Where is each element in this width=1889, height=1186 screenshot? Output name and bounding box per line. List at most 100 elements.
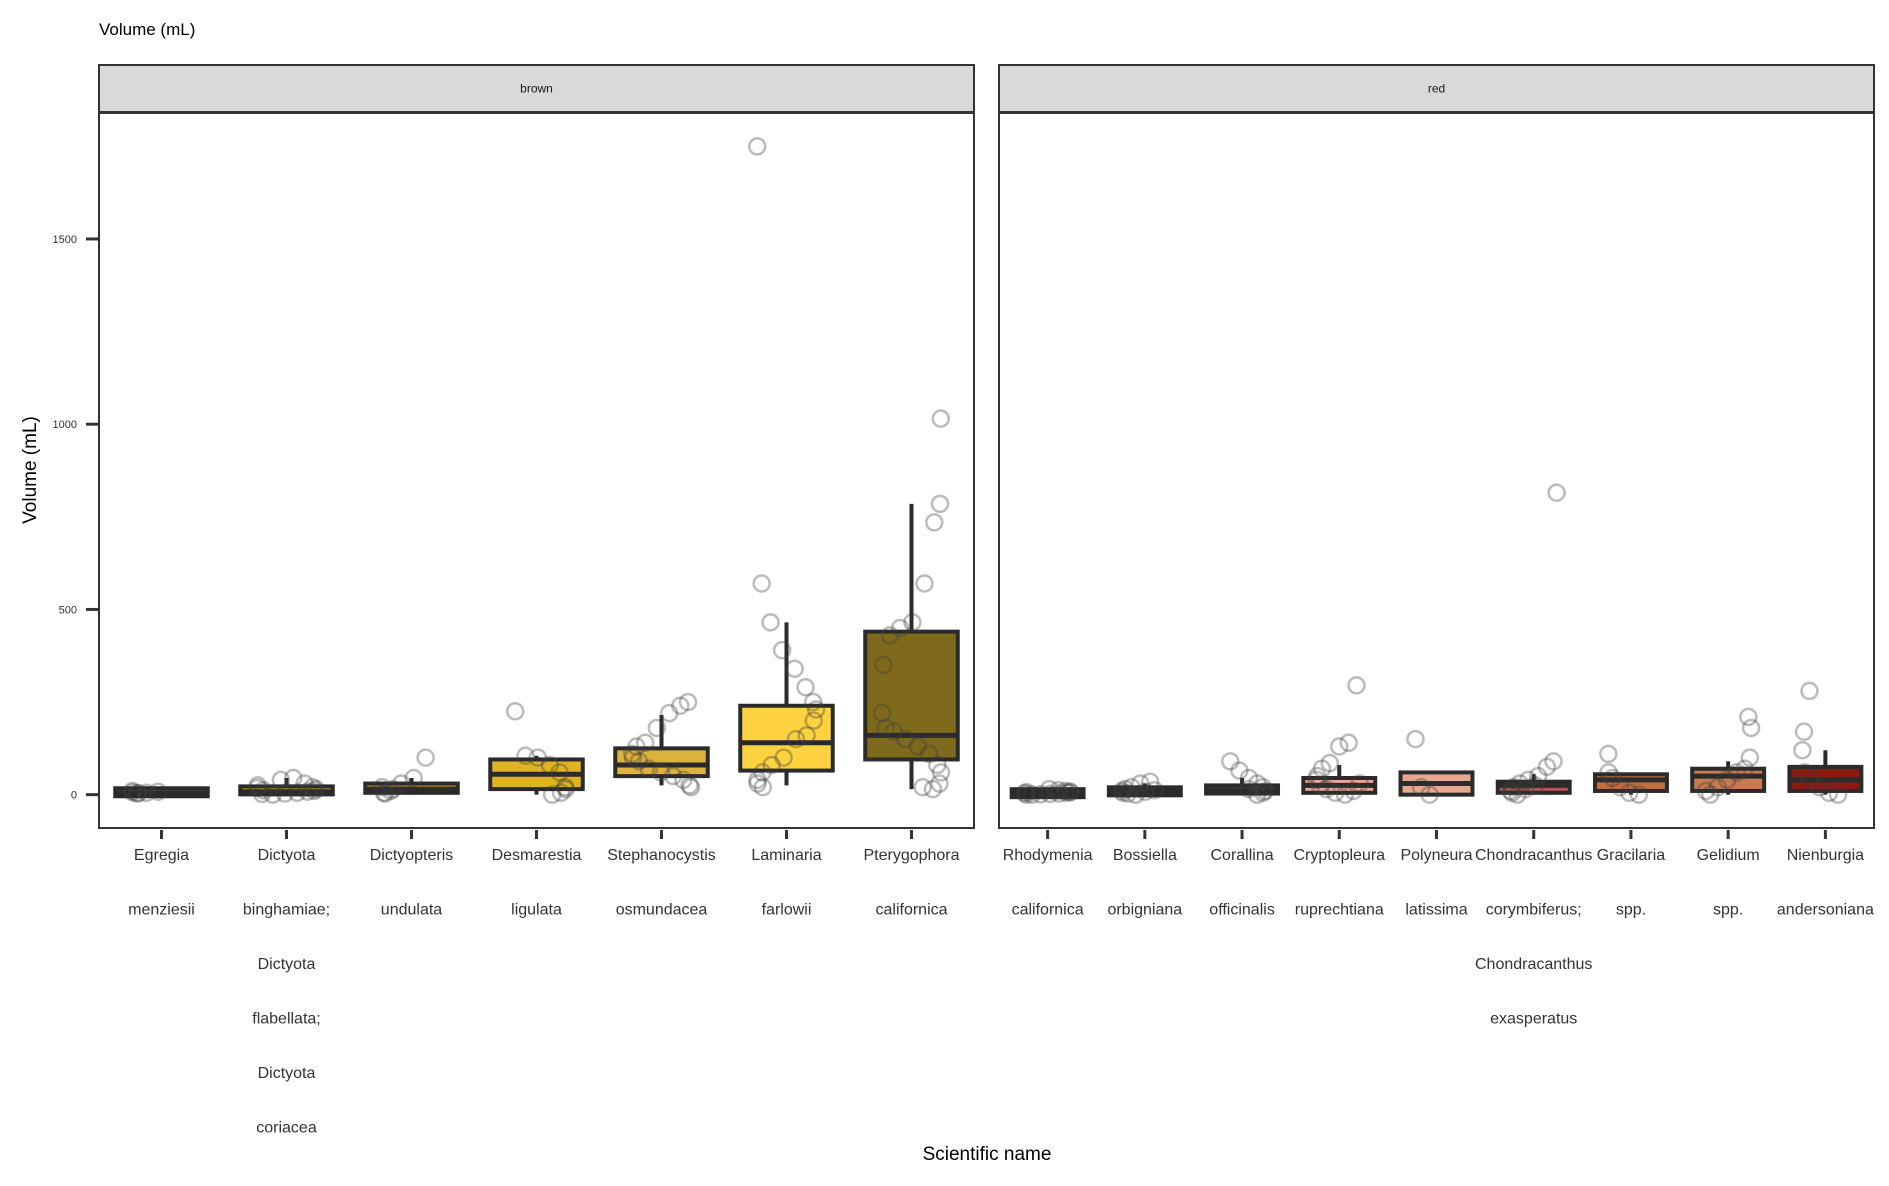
data-point bbox=[556, 779, 575, 799]
data-point bbox=[123, 781, 142, 801]
data-point bbox=[295, 774, 314, 793]
data-point bbox=[1801, 770, 1821, 790]
data-point bbox=[1696, 781, 1716, 801]
data-point bbox=[1347, 676, 1366, 695]
box bbox=[738, 703, 835, 773]
x-tick-label: Dictyota bbox=[258, 1065, 316, 1082]
data-point bbox=[622, 744, 642, 764]
data-point bbox=[1049, 780, 1068, 800]
data-point bbox=[404, 768, 423, 788]
data-point bbox=[753, 763, 772, 782]
data-point bbox=[1727, 763, 1746, 782]
data-point bbox=[1308, 766, 1327, 786]
data-point bbox=[748, 770, 767, 790]
data-point bbox=[762, 755, 781, 775]
data-point bbox=[806, 700, 826, 719]
data-point bbox=[1599, 763, 1618, 782]
data-point bbox=[551, 783, 571, 803]
data-point bbox=[1620, 783, 1639, 803]
data-point bbox=[263, 785, 283, 804]
data-point bbox=[284, 768, 303, 788]
data-point bbox=[1519, 770, 1538, 790]
facet-strip-red bbox=[998, 64, 1875, 113]
data-point bbox=[1793, 740, 1812, 760]
data-point bbox=[1140, 772, 1160, 791]
data-point bbox=[1239, 768, 1259, 788]
data-point bbox=[1406, 729, 1425, 749]
data-point bbox=[639, 759, 659, 778]
panel-brown bbox=[98, 112, 975, 829]
data-point bbox=[1508, 785, 1527, 804]
data-point bbox=[913, 777, 932, 797]
x-tick-label: Chondracanthus bbox=[1475, 847, 1592, 864]
x-tick-label: menziesii bbox=[128, 902, 195, 919]
data-point bbox=[1350, 774, 1369, 793]
data-point bbox=[275, 784, 295, 803]
data-point bbox=[1112, 781, 1132, 801]
data-point bbox=[623, 748, 643, 767]
x-tick-label: californica bbox=[875, 902, 947, 919]
data-point bbox=[876, 718, 896, 738]
data-point bbox=[748, 774, 767, 793]
data-point bbox=[747, 137, 767, 156]
data-point bbox=[1320, 753, 1340, 773]
data-point bbox=[505, 702, 525, 721]
data-point bbox=[1795, 763, 1815, 782]
data-point bbox=[1122, 777, 1141, 797]
x-tick-label: Chondracanthus bbox=[1475, 956, 1592, 973]
y-tick-label: 1000 bbox=[53, 419, 77, 431]
x-tick-label: osmundacea bbox=[616, 902, 708, 919]
data-point bbox=[555, 777, 575, 797]
data-point bbox=[1118, 784, 1138, 803]
data-point bbox=[1247, 785, 1267, 804]
data-point bbox=[772, 640, 792, 660]
data-point bbox=[1220, 752, 1240, 771]
y-tick-label: 1500 bbox=[53, 234, 77, 246]
data-point bbox=[416, 748, 435, 767]
data-point bbox=[1344, 781, 1363, 801]
data-point bbox=[1056, 781, 1076, 801]
x-tick-label: Dictyota bbox=[258, 956, 316, 973]
data-point bbox=[1115, 779, 1135, 799]
x-tick-label: binghamiae; bbox=[243, 902, 330, 919]
data-point bbox=[797, 726, 816, 745]
x-tick-label: Laminaria bbox=[751, 847, 821, 864]
data-point bbox=[931, 409, 951, 428]
data-point bbox=[1501, 781, 1520, 801]
facet-strip-brown bbox=[98, 64, 975, 113]
x-tick-label: Nienburgia bbox=[1787, 847, 1864, 864]
x-tick-label: orbigniana bbox=[1107, 902, 1182, 919]
data-point bbox=[1740, 748, 1760, 767]
data-point bbox=[1547, 483, 1566, 502]
data-point bbox=[896, 729, 915, 749]
x-tick-label: spp. bbox=[1713, 902, 1743, 919]
x-tick-label: exasperatus bbox=[1490, 1011, 1577, 1028]
data-point bbox=[884, 722, 904, 741]
data-point bbox=[1504, 777, 1523, 797]
box bbox=[613, 746, 710, 779]
data-point bbox=[1325, 783, 1345, 803]
data-point bbox=[1126, 785, 1145, 804]
data-point bbox=[1040, 779, 1059, 799]
data-point bbox=[1739, 707, 1758, 727]
x-tick-label: Corallina bbox=[1210, 847, 1273, 864]
data-point bbox=[803, 692, 823, 712]
data-point bbox=[753, 777, 773, 797]
x-tick-label: coriacea bbox=[256, 1120, 317, 1137]
facet-strip-label: brown bbox=[520, 82, 553, 96]
x-tick-label: Pterygophora bbox=[863, 847, 959, 864]
data-point bbox=[252, 784, 272, 804]
data-point bbox=[928, 755, 947, 775]
data-point bbox=[1603, 768, 1622, 788]
facet-strip-label: red bbox=[1428, 82, 1445, 96]
data-point bbox=[915, 574, 934, 593]
data-point bbox=[516, 746, 535, 766]
data-point bbox=[306, 779, 326, 799]
data-point bbox=[1708, 777, 1728, 797]
data-point bbox=[542, 785, 562, 804]
data-point bbox=[383, 779, 403, 799]
data-point bbox=[1248, 774, 1267, 793]
data-point bbox=[1510, 774, 1529, 793]
